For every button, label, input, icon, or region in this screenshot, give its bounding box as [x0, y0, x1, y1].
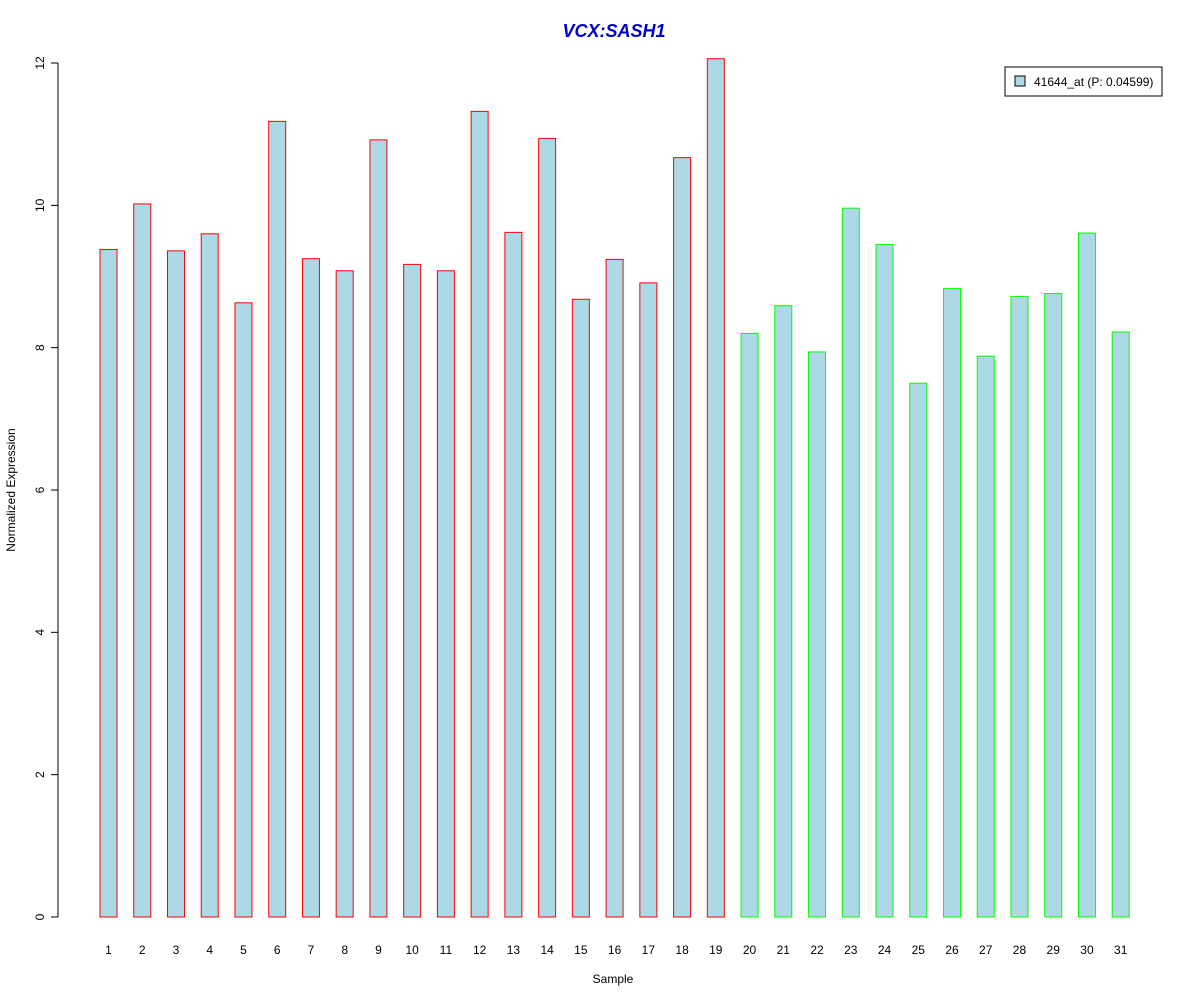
legend-entry-label: 41644_at (P: 0.04599)	[1034, 75, 1153, 89]
bar	[133, 203, 152, 918]
bar	[470, 110, 489, 918]
y-axis-label: Normalized Expression	[4, 428, 18, 551]
bar	[403, 263, 422, 918]
bar	[740, 332, 759, 918]
bars	[99, 58, 1130, 918]
bar	[943, 288, 961, 918]
y-axis-tick-label: 6	[33, 486, 47, 493]
x-axis-tick-label: 17	[642, 943, 656, 957]
x-axis-tick-label: 10	[405, 943, 419, 957]
x-axis-tick-label: 30	[1080, 943, 1094, 957]
y-axis-tick-label: 4	[33, 629, 47, 636]
bar	[369, 139, 388, 918]
x-axis-tick-label: 16	[608, 943, 622, 957]
bar	[1111, 331, 1130, 918]
bar	[166, 250, 185, 918]
bar	[774, 305, 793, 918]
x-axis-tick-label: 28	[1013, 943, 1027, 957]
legend: 41644_at (P: 0.04599)	[1004, 66, 1163, 97]
x-axis-tick-label: 4	[206, 943, 213, 957]
bar	[234, 302, 253, 918]
x-axis-tick-label: 19	[709, 943, 723, 957]
legend-swatch	[1014, 75, 1026, 87]
chart-title: VCX:SASH1	[562, 21, 665, 41]
x-axis-tick-label: 7	[308, 943, 315, 957]
x-axis-tick-label: 6	[274, 943, 281, 957]
y-axis-tick-label: 8	[33, 344, 47, 351]
bar	[538, 137, 557, 918]
bar	[1044, 293, 1063, 918]
legend-box	[1004, 66, 1163, 97]
x-axis-tick-label: 18	[675, 943, 689, 957]
x-axis-label: Sample	[593, 972, 634, 986]
x-axis-tick-label: 13	[507, 943, 521, 957]
y-axis-tick-label: 12	[33, 56, 47, 70]
bar	[976, 355, 995, 918]
x-axis-tick-label: 1	[105, 943, 112, 957]
bar	[504, 231, 523, 918]
bar	[841, 207, 860, 918]
bar	[808, 351, 827, 918]
bar	[605, 258, 624, 918]
x-axis-tick-label: 31	[1114, 943, 1128, 957]
bar	[335, 270, 354, 918]
bar	[301, 258, 320, 918]
y-axis-tick-label: 2	[33, 771, 47, 778]
bar	[875, 243, 894, 918]
x-axis-tick-label: 2	[139, 943, 146, 957]
x-axis-tick-label: 25	[912, 943, 926, 957]
bar	[571, 298, 590, 918]
bar	[200, 233, 219, 918]
x-axis-tick-label: 14	[540, 943, 554, 957]
bar	[99, 248, 118, 918]
y-axis-tick-label: 10	[33, 198, 47, 212]
bar	[436, 270, 455, 918]
x-axis-tick-label: 9	[375, 943, 382, 957]
x-axis-tick-label: 15	[574, 943, 588, 957]
bar	[268, 120, 287, 918]
x-axis-tick-label: 27	[979, 943, 993, 957]
bar	[639, 282, 658, 918]
x-axis-tick-label: 5	[240, 943, 247, 957]
x-axis-tick-labels: 1 2 3 4 5 6 7 8 9 10 11 12 13 14 15 16 17 18 19 20 21 22 23 24 2…	[105, 943, 1128, 957]
x-axis-tick-label: 24	[878, 943, 892, 957]
bar	[909, 382, 928, 918]
x-axis-tick-label: 8	[341, 943, 348, 957]
x-axis-tick-label: 12	[473, 943, 487, 957]
y-axis: 0 2 4 6 8 10 12	[33, 56, 59, 920]
x-axis-tick-label: 29	[1047, 943, 1061, 957]
x-axis-tick-label: 11	[440, 943, 453, 957]
bar	[1077, 232, 1096, 918]
x-axis-tick-label: 22	[810, 943, 824, 957]
x-axis-tick-label: 26	[945, 943, 959, 957]
x-axis-tick-label: 21	[777, 943, 791, 957]
bar	[1010, 295, 1029, 918]
bar	[673, 157, 692, 918]
x-axis-tick-label: 3	[173, 943, 180, 957]
x-axis-tick-label: 23	[844, 943, 858, 957]
bar	[706, 58, 725, 918]
y-axis-tick-label: 0	[33, 913, 47, 920]
x-axis-tick-label: 20	[743, 943, 757, 957]
